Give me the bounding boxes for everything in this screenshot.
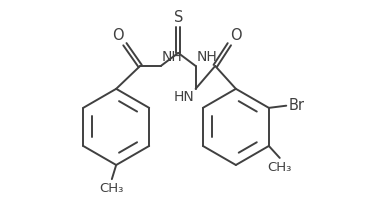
Text: O: O [112,28,124,43]
Text: O: O [230,28,242,43]
Text: NH: NH [197,50,217,64]
Text: NH: NH [162,50,183,64]
Text: CH₃: CH₃ [268,161,292,174]
Text: CH₃: CH₃ [100,182,124,195]
Text: HN: HN [174,90,194,104]
Text: S: S [173,10,183,25]
Text: Br: Br [288,98,305,113]
